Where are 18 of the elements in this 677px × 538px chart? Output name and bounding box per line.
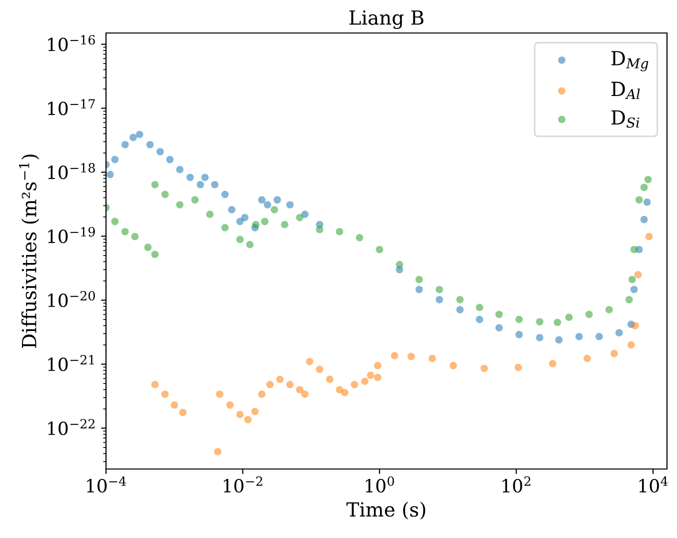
chart-title: Liang B	[349, 10, 424, 29]
y-tick-label: 10$^{−20}$	[48, 290, 95, 308]
x-tick-label: 10$^{4}$	[639, 476, 668, 493]
x-tick-label: 10$^{0}$	[366, 476, 394, 493]
x-tick-label: 10$^{−4}$	[87, 476, 126, 493]
y-tick-label: 10$^{−22}$	[48, 418, 94, 436]
y-axis-title: Diffusivities (m²s$^{−1}$)	[19, 154, 40, 348]
x-tick-label: 10$^{2}$	[502, 476, 530, 493]
y-tick-label: 10$^{−17}$	[48, 99, 95, 116]
y-tick-label: 10$^{−19}$	[48, 227, 95, 244]
legend-label: D$_{Si}$	[611, 110, 640, 128]
y-tick-label: 10$^{−18}$	[48, 163, 95, 180]
x-axis-title: Time (s)	[346, 502, 426, 520]
y-tick-label: 10$^{−21}$	[48, 354, 94, 372]
legend-label: D$_{Al}$	[611, 82, 640, 100]
legend-label: D$_{Mg}$	[611, 51, 648, 72]
y-tick-label: 10$^{−16}$	[48, 35, 95, 52]
x-tick-label: 10$^{−2}$	[224, 476, 262, 493]
